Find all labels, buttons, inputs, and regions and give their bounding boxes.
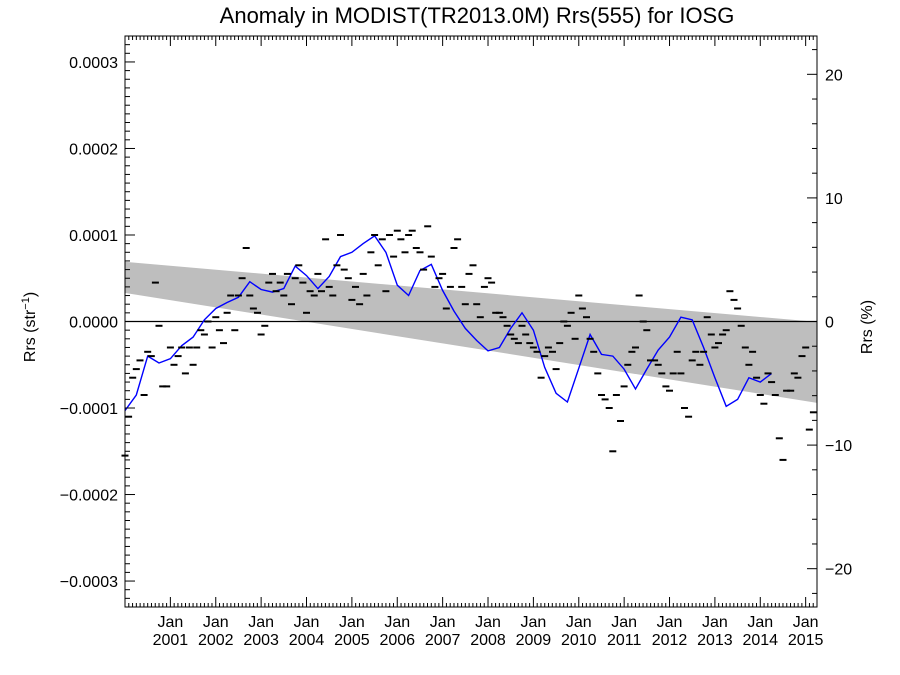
trend-band-layer <box>125 261 817 403</box>
y-tick-label: −0.0001 <box>60 401 118 418</box>
y-axis-ticks: 0.0003 0.0002 0.0001 0.0000 −0.0001 −0.0002 −0… <box>60 35 135 608</box>
x-tick-label-year: 2013 <box>697 632 733 649</box>
trend-band <box>125 261 817 403</box>
x-tick-label-year: 2015 <box>788 632 824 649</box>
y-tick-label: 0.0000 <box>69 315 118 332</box>
y-tick-label: −0.0002 <box>60 488 118 505</box>
x-tick-label-year: 2004 <box>289 632 325 649</box>
x-tick-label-month: Jan <box>248 614 274 631</box>
y-tick-label: 0.0003 <box>69 55 118 72</box>
x-tick-label-month: Jan <box>657 614 683 631</box>
x-tick-label-year: 2014 <box>742 632 778 649</box>
x-tick-label-month: Jan <box>203 614 229 631</box>
x-tick-label-year: 2007 <box>425 632 461 649</box>
y2-tick-label: −10 <box>825 438 852 455</box>
data-points-layer <box>121 225 817 461</box>
x-tick-label-year: 2011 <box>607 632 642 649</box>
x-tick-label-month: Jan <box>520 614 546 631</box>
y-tick-label: 0.0002 <box>69 141 118 158</box>
smooth-line <box>124 234 773 412</box>
x-tick-label-month: Jan <box>430 614 456 631</box>
y-axis-label: Rrs (str−1) <box>20 292 39 362</box>
x-tick-label-year: 2001 <box>153 632 189 649</box>
x-axis-ticks: Jan2001Jan2002Jan2003Jan2004Jan2005Jan20… <box>124 36 824 649</box>
x-tick-label-year: 2012 <box>652 632 688 649</box>
y-axis-label-close: ) <box>22 292 39 297</box>
x-tick-label-year: 2003 <box>243 632 279 649</box>
y2-axis-label: Rrs (%) <box>859 300 876 354</box>
y-axis-label-superscript: −1 <box>20 297 32 310</box>
y2-axis-ticks: 20 10 0 −10 −20 <box>807 49 852 594</box>
x-tick-label-month: Jan <box>611 614 637 631</box>
x-tick-label-month: Jan <box>339 614 365 631</box>
x-tick-label-year: 2002 <box>198 632 234 649</box>
x-tick-label-month: Jan <box>702 614 728 631</box>
x-tick-label-month: Jan <box>793 614 819 631</box>
y2-tick-label: 20 <box>825 67 843 84</box>
x-tick-label-month: Jan <box>157 614 183 631</box>
x-tick-label-month: Jan <box>475 614 501 631</box>
chart-title: Anomaly in MODIST(TR2013.0M) Rrs(555) fo… <box>220 3 735 28</box>
y-tick-label: 0.0001 <box>69 228 118 245</box>
smooth-line-layer <box>124 234 773 412</box>
x-tick-label-year: 2008 <box>470 632 506 649</box>
y-axis-label-main: Rrs (str <box>22 309 39 362</box>
y2-tick-label: −20 <box>825 562 852 579</box>
x-tick-label-year: 2010 <box>561 632 597 649</box>
x-tick-label-month: Jan <box>384 614 410 631</box>
x-tick-label-month: Jan <box>294 614 320 631</box>
x-tick-label-year: 2009 <box>516 632 552 649</box>
x-tick-label-year: 2006 <box>379 632 415 649</box>
y2-tick-label: 10 <box>825 191 843 208</box>
x-tick-label-year: 2005 <box>334 632 370 649</box>
x-tick-label-month: Jan <box>747 614 773 631</box>
x-tick-label-month: Jan <box>566 614 592 631</box>
y2-tick-label: 0 <box>825 315 834 332</box>
y-tick-label: −0.0003 <box>60 574 118 591</box>
